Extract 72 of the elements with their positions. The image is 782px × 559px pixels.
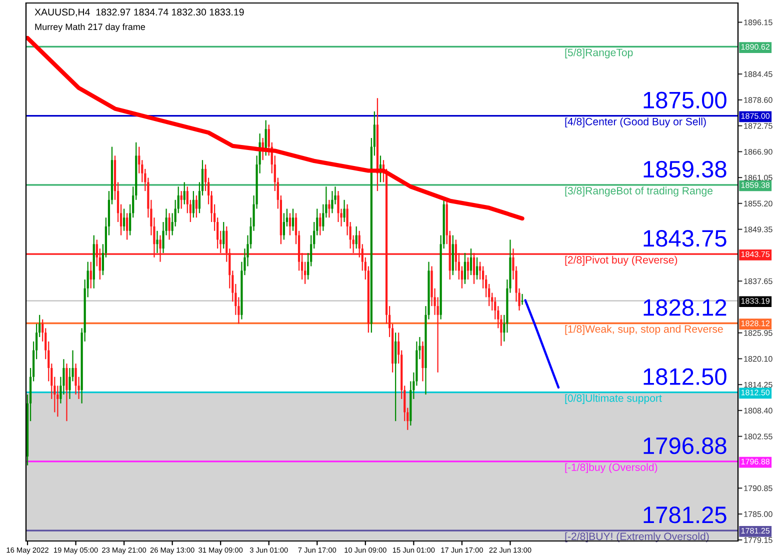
candlestick xyxy=(66,363,68,422)
candlestick xyxy=(222,221,225,250)
annotation: 1796.88 xyxy=(644,437,726,454)
y-tick-label: 1825.95 xyxy=(744,330,772,336)
y-tick-label: 1884.45 xyxy=(744,71,772,78)
annotation: 1843.75 xyxy=(644,230,726,247)
ref-line-label: [3/8]RangeBot of trading Range xyxy=(565,186,713,197)
candlestick xyxy=(292,208,294,232)
candlestick xyxy=(319,212,322,236)
candlestick xyxy=(343,199,346,223)
ref-line-label: [2/8]Pivot buy (Reverse) xyxy=(565,256,678,266)
y2-tick-label: 1781.25 xyxy=(741,528,770,534)
candlestick xyxy=(90,261,92,289)
y-tick-label: 1861.05 xyxy=(744,174,772,181)
y2-tick-label: 1890.62 xyxy=(741,44,770,50)
ref-line-label: [-2/8]BUY! (Extremly Oversold) xyxy=(565,532,709,542)
chart-title: XAUUSD,H4 1832.97 1834.74 1832.30 1833.19 xyxy=(34,8,244,17)
candlestick xyxy=(126,212,128,240)
candlestick xyxy=(337,190,340,223)
candlestick xyxy=(521,293,524,306)
y-tick-label: 1790.85 xyxy=(744,485,772,492)
y-tick-label: 1837.65 xyxy=(744,278,772,284)
annotation: 1859.38 xyxy=(644,160,726,178)
annotation: 1875.00 xyxy=(644,92,726,108)
y-tick-label: 1779.15 xyxy=(744,537,772,543)
y-tick-label: 1878.60 xyxy=(744,97,772,103)
y-tick-label: 1872.75 xyxy=(744,123,772,129)
y-tick-label: 1849.35 xyxy=(744,226,772,232)
ref-line-label: [-1/8]buy (Oversold) xyxy=(565,463,658,474)
y2-tick-label: 1843.75 xyxy=(741,251,770,258)
candlestick xyxy=(195,194,198,218)
text: Murrey Math 217 day frame xyxy=(35,23,146,32)
y-tick-label: 1855.20 xyxy=(744,200,772,206)
y-tick-label: 1896.15 xyxy=(744,20,772,26)
candlestick xyxy=(192,190,194,218)
y-tick-label: 1866.90 xyxy=(744,148,772,155)
candlestick xyxy=(282,212,286,240)
candlestick xyxy=(156,230,158,254)
line-series xyxy=(26,36,524,221)
candlestick xyxy=(168,212,170,240)
y2-tick-label: 1812.50 xyxy=(741,390,770,396)
ref-line-label: [0/8]Ultimate support xyxy=(565,394,662,404)
y-tick-label: 1808.40 xyxy=(744,408,772,414)
candlestick xyxy=(466,256,470,280)
candlestick xyxy=(464,252,466,284)
y2-tick-label: 1859.38 xyxy=(741,182,770,188)
y-tick-label: 1814.25 xyxy=(744,382,772,388)
candlestick xyxy=(288,212,292,236)
candlestick xyxy=(476,256,478,280)
candlestick xyxy=(470,248,472,276)
annotation: 1812.50 xyxy=(644,368,726,386)
y2-tick-label: 1796.88 xyxy=(741,458,770,464)
candlestick xyxy=(183,182,186,205)
candlestick xyxy=(74,363,77,396)
candlestick xyxy=(394,332,397,422)
candlestick xyxy=(331,190,334,214)
candlestick xyxy=(122,208,126,232)
ref-line-label: [5/8]RangeTop xyxy=(565,48,633,58)
candlestick xyxy=(422,340,424,382)
y-tick-label: 1785.00 xyxy=(744,511,772,518)
annotation: 1828.12 xyxy=(644,299,726,316)
candlestick xyxy=(355,226,358,250)
ref-line-label: [4/8]Center (Good Buy or Sell) xyxy=(565,118,706,128)
candlestick xyxy=(328,199,330,218)
y-tick-label: 1820.10 xyxy=(744,356,772,362)
y2-tick-label: 1833.19 xyxy=(741,298,770,304)
y-tick-label: 1802.55 xyxy=(744,434,772,440)
annotation: 1781.25 xyxy=(644,506,726,524)
candlestick xyxy=(180,190,182,210)
ref-line-label: [1/8]Weak, sup, stop and Reverse xyxy=(565,325,723,335)
y2-tick-label: 1828.12 xyxy=(741,320,770,326)
y2-tick-label: 1875.00 xyxy=(741,113,770,119)
